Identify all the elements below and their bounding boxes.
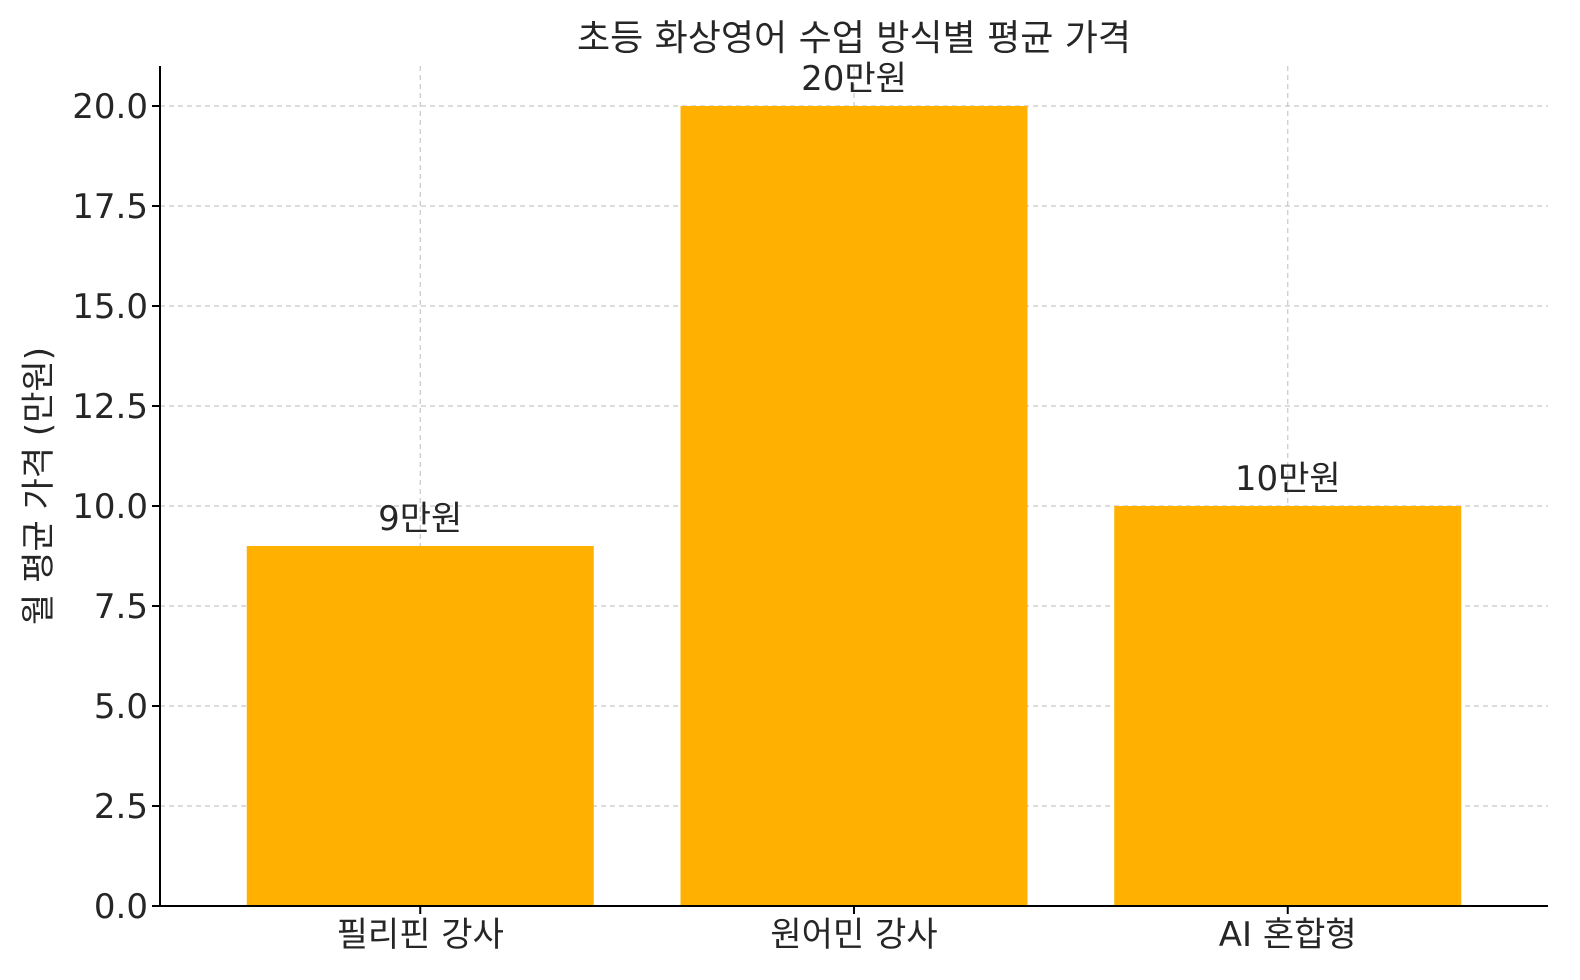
y-tick-label: 17.5: [72, 187, 148, 227]
data-labels: 9만원 20만원 10만원: [378, 59, 1341, 539]
bar: [1114, 506, 1462, 906]
x-tick-label: 원어민 강사: [770, 915, 937, 955]
y-axis-label: 월 평균 가격 (만원): [19, 347, 59, 625]
y-tick-label: 7.5: [94, 587, 148, 627]
x-tick-label: AI 혼합형: [1219, 915, 1357, 955]
bar: [680, 106, 1028, 906]
y-tick-label: 10.0: [72, 487, 148, 527]
x-ticks: 필리핀 강사 원어민 강사 AI 혼합형: [337, 906, 1357, 955]
y-tick-label: 15.0: [72, 287, 148, 327]
bars: [246, 106, 1462, 906]
y-tick-label: 0.0: [94, 887, 148, 927]
y-tick-label: 5.0: [94, 687, 148, 727]
y-tick-label: 2.5: [94, 787, 148, 827]
y-tick-label: 20.0: [72, 87, 148, 127]
x-tick-label: 필리핀 강사: [337, 915, 504, 955]
bar-value-label: 10만원: [1235, 459, 1341, 499]
chart-title: 초등 화상영어 수업 방식별 평균 가격: [577, 18, 1131, 59]
bar-value-label: 20만원: [801, 59, 907, 99]
y-ticks: 0.0 2.5 5.0 7.5 10.0 12.5 15.0 17.5 20.0: [72, 87, 160, 927]
y-tick-label: 12.5: [72, 387, 148, 427]
bar-value-label: 9만원: [378, 499, 462, 539]
bar: [246, 546, 594, 906]
